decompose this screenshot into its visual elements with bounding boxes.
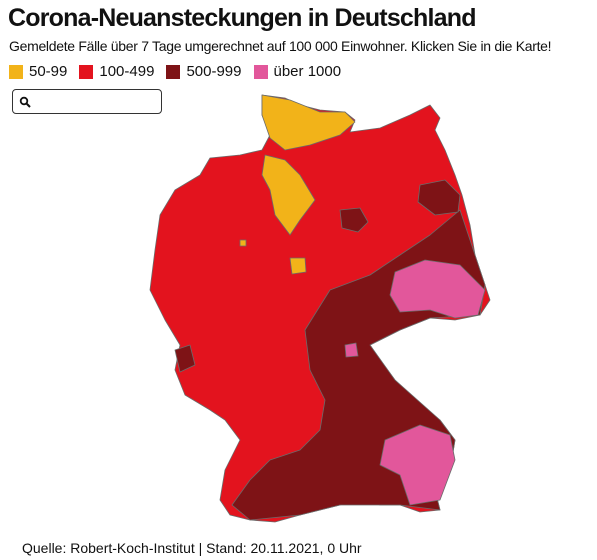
- legend-item: 100-499: [79, 63, 154, 80]
- legend-item: 500-999: [166, 63, 242, 80]
- legend-swatch: [9, 64, 23, 79]
- region-ueber-1000[interactable]: [389, 259, 486, 319]
- source: Quelle: Robert-Koch-Institut | Stand: 20…: [22, 540, 362, 556]
- search-box[interactable]: [12, 89, 162, 114]
- region-50-99[interactable]: [289, 257, 307, 275]
- region-ueber-1000[interactable]: [379, 424, 456, 506]
- germany-map[interactable]: [0, 0, 597, 540]
- legend-label: 50-99: [29, 63, 68, 80]
- legend: 50-99 100-499 500-999 über 1000: [9, 63, 341, 80]
- region-50-99[interactable]: [261, 94, 356, 151]
- region-500-999[interactable]: [174, 344, 196, 373]
- legend-item: über 1000: [253, 63, 342, 80]
- legend-label: über 1000: [273, 63, 342, 80]
- legend-swatch: [253, 64, 268, 79]
- legend-label: 500-999: [186, 63, 242, 80]
- legend-swatch: [166, 64, 181, 79]
- region-ueber-1000[interactable]: [344, 342, 359, 358]
- region-500-999[interactable]: [339, 207, 369, 233]
- region-50-99[interactable]: [239, 239, 247, 247]
- legend-item: 50-99: [9, 63, 67, 80]
- subtitle: Gemeldete Fälle über 7 Tage umgerechnet …: [9, 38, 552, 54]
- title: Corona-Neuansteckungen in Deutschland: [8, 4, 477, 32]
- legend-swatch: [79, 64, 94, 79]
- region-500-999[interactable]: [417, 179, 461, 216]
- search-icon: [19, 96, 31, 108]
- legend-label: 100-499: [99, 63, 155, 80]
- region-50-99[interactable]: [261, 154, 316, 236]
